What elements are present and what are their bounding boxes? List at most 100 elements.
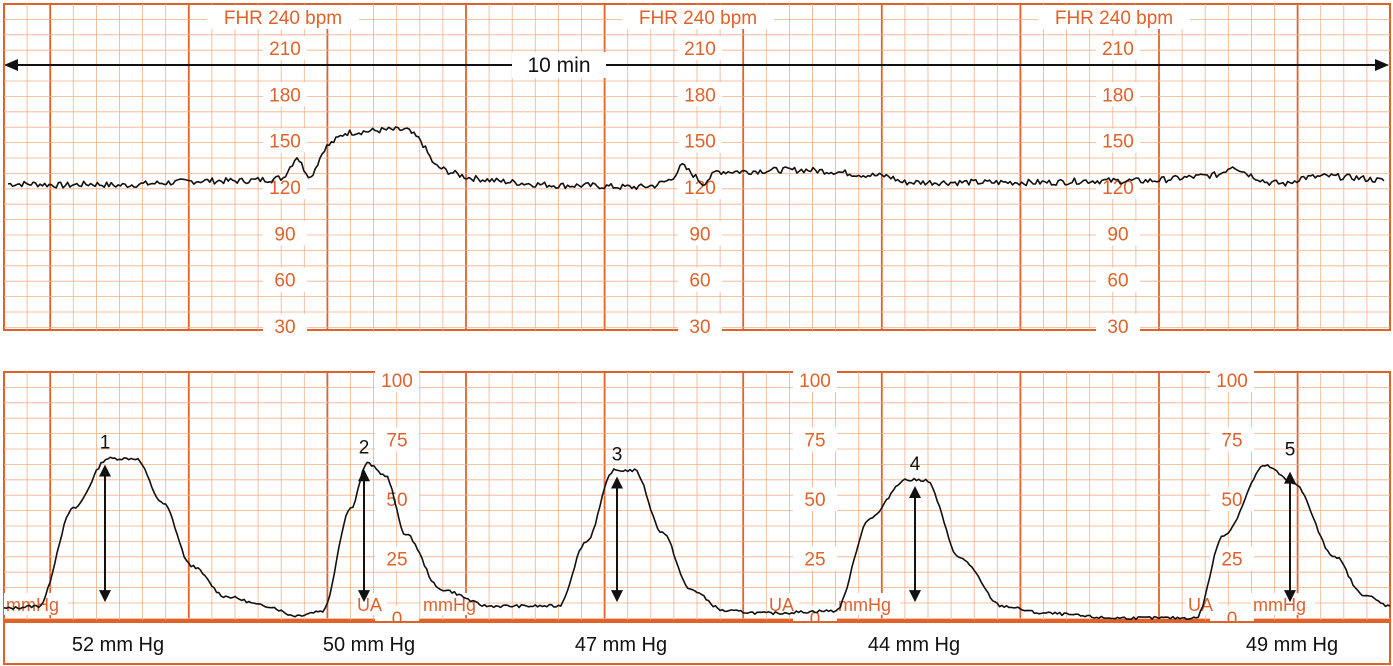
- ua-tick-label: 100: [799, 371, 831, 392]
- ua-tick-bg: [793, 368, 837, 392]
- arrow-up-icon: [611, 476, 623, 489]
- fhr-tick-label: 120: [269, 178, 301, 199]
- arrow-down-icon: [611, 590, 623, 603]
- ua-tick-bg: [1210, 427, 1254, 452]
- ua-tick-label: 50: [804, 490, 825, 511]
- fhr-labels: FHR 240 bpm 210 180 150 120 90 60 30 FHR 240 bpm…: [207, 5, 1190, 338]
- duration-marker: 10 min: [4, 52, 1389, 78]
- fhr-trace: [7, 126, 1385, 191]
- duration-label-bg: [512, 52, 606, 78]
- fhr-tick-bg: [1096, 128, 1140, 153]
- fhr-tick-bg: [1096, 82, 1140, 107]
- fhr-tick-bg: [678, 128, 722, 153]
- duration-arrow-left-icon: [4, 59, 18, 71]
- fhr-tick-bg: [263, 82, 307, 107]
- contraction-number: 3: [612, 444, 623, 465]
- unit-label-ua: UA: [1188, 595, 1213, 615]
- arrow-up-icon: [99, 464, 111, 477]
- arrow-up-icon: [909, 485, 921, 498]
- fhr-tick-label: 210: [1102, 39, 1134, 60]
- ua-tick-bg: [1210, 368, 1254, 392]
- fhr-title-bg: [207, 5, 359, 29]
- fhr-tick-bg: [1096, 314, 1140, 338]
- ua-tick-bg: [793, 487, 837, 511]
- arrow-up-icon: [358, 469, 370, 482]
- fhr-tick-label: 180: [269, 85, 301, 106]
- unit-label-ua: UA: [357, 595, 382, 615]
- contraction-number: 4: [910, 454, 921, 475]
- ua-tick-bg: [375, 546, 419, 571]
- arrow-down-icon: [909, 590, 921, 603]
- fhr-tick-bg: [678, 314, 722, 338]
- fhr-tick-bg: [1096, 267, 1140, 292]
- fhr-tick-bg: [678, 36, 722, 60]
- contraction-arrows: 1 2 3 4 5: [99, 433, 1296, 603]
- contraction-number: 5: [1285, 440, 1296, 461]
- fhr-tick-label: 210: [269, 39, 301, 60]
- ua-tick-label: 0: [392, 609, 403, 630]
- measurement-labels: 52 mm Hg 50 mm Hg 47 mm Hg 44 mm Hg 49 mm Hg: [72, 634, 1338, 656]
- ua-tick-bg: [375, 427, 419, 452]
- fhr-title-bg: [1038, 5, 1190, 29]
- ua-tick-label: 25: [1221, 550, 1242, 571]
- fhr-tick-bg: [263, 314, 307, 338]
- unit-label-mmhg: mmHg: [423, 595, 476, 615]
- unit-label-bg: [4, 593, 68, 615]
- duration-label: 10 min: [527, 54, 590, 77]
- fhr-tick-label: 30: [274, 317, 295, 338]
- fhr-tick-bg: [263, 175, 307, 199]
- fhr-tick-label: 60: [689, 271, 710, 292]
- ua-tick-label: 75: [1221, 431, 1242, 452]
- fhr-tick-label: 90: [689, 224, 710, 245]
- ua-tick-label: 75: [386, 431, 407, 452]
- ua-tick-label: 100: [1216, 371, 1248, 392]
- fhr-tick-label: 90: [1107, 224, 1128, 245]
- fhr-tick-label: 150: [684, 132, 716, 153]
- ua-tick-bg: [793, 427, 837, 452]
- contraction-number: 1: [100, 433, 111, 454]
- ua-tick-bg: [793, 546, 837, 571]
- unit-label-bg: [767, 593, 799, 615]
- measurement-label: 49 mm Hg: [1246, 634, 1338, 656]
- ua-tick-bg: [1210, 487, 1254, 511]
- unit-label-mmhg: mmHg: [6, 595, 59, 615]
- measurement-label: 47 mm Hg: [575, 634, 667, 656]
- arrow-up-icon: [1284, 471, 1296, 484]
- arrow-down-icon: [1284, 590, 1296, 603]
- ua-tick-label: 0: [810, 609, 821, 630]
- fhr-tick-bg: [263, 221, 307, 246]
- unit-label-mmhg: mmHg: [838, 595, 891, 615]
- fhr-tick-label: 120: [1102, 178, 1134, 199]
- ua-tick-label: 25: [386, 550, 407, 571]
- fhr-tick-bg: [263, 267, 307, 292]
- fhr-tick-label: 120: [684, 178, 716, 199]
- unit-label-mmhg: mmHg: [1253, 595, 1306, 615]
- measurement-label: 52 mm Hg: [72, 634, 164, 656]
- ua-tick-label: 25: [804, 550, 825, 571]
- ua-tick-label: 50: [1221, 490, 1242, 511]
- fhr-tick-label: 90: [274, 224, 295, 245]
- fhr-tick-label: 30: [1107, 317, 1128, 338]
- ua-grid: [3, 371, 1391, 621]
- fhr-scale-title: FHR 240 bpm: [639, 8, 757, 29]
- duration-arrow-right-icon: [1375, 59, 1389, 71]
- fhr-tick-label: 210: [684, 39, 716, 60]
- ua-tick-label: 75: [804, 431, 825, 452]
- ua-tick-label: 100: [381, 371, 413, 392]
- fhr-tick-label: 60: [1107, 271, 1128, 292]
- ua-tick-bg: [1210, 546, 1254, 571]
- fhr-scale-title: FHR 240 bpm: [224, 8, 342, 29]
- fhr-tick-bg: [1096, 36, 1140, 60]
- ua-tick-bg: [375, 368, 419, 392]
- contraction-number: 2: [359, 437, 370, 458]
- fhr-tick-bg: [678, 267, 722, 292]
- fhr-tick-bg: [678, 82, 722, 107]
- unit-label-bg: [421, 593, 485, 615]
- unit-label-bg: [836, 593, 900, 615]
- fhr-tick-bg: [1096, 221, 1140, 246]
- fhr-tick-bg: [263, 36, 307, 60]
- fhr-tick-label: 150: [1102, 132, 1134, 153]
- unit-label-bg: [1186, 593, 1218, 615]
- fhr-tick-label: 150: [269, 132, 301, 153]
